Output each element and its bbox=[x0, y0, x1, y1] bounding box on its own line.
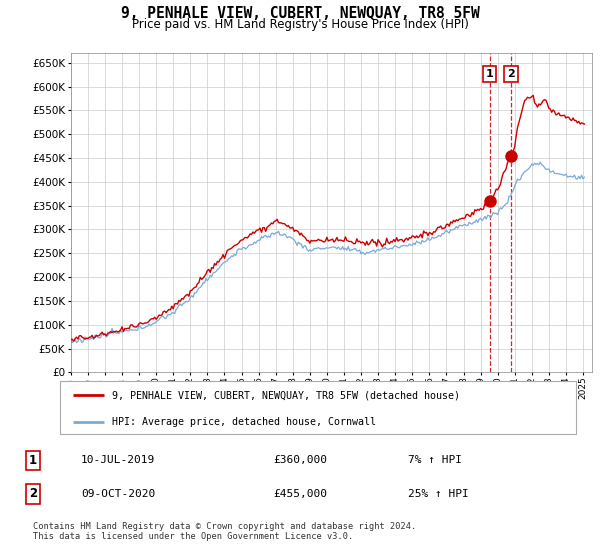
Text: Contains HM Land Registry data © Crown copyright and database right 2024.
This d: Contains HM Land Registry data © Crown c… bbox=[33, 522, 416, 542]
Text: 25% ↑ HPI: 25% ↑ HPI bbox=[408, 489, 469, 499]
Text: 10-JUL-2019: 10-JUL-2019 bbox=[81, 455, 155, 465]
Text: 7% ↑ HPI: 7% ↑ HPI bbox=[408, 455, 462, 465]
Text: 9, PENHALE VIEW, CUBERT, NEWQUAY, TR8 5FW (detached house): 9, PENHALE VIEW, CUBERT, NEWQUAY, TR8 5F… bbox=[112, 390, 460, 400]
Text: £455,000: £455,000 bbox=[273, 489, 327, 499]
Text: 9, PENHALE VIEW, CUBERT, NEWQUAY, TR8 5FW: 9, PENHALE VIEW, CUBERT, NEWQUAY, TR8 5F… bbox=[121, 6, 479, 21]
Text: £360,000: £360,000 bbox=[273, 455, 327, 465]
Text: 2: 2 bbox=[29, 487, 37, 501]
Text: Price paid vs. HM Land Registry's House Price Index (HPI): Price paid vs. HM Land Registry's House … bbox=[131, 18, 469, 31]
FancyBboxPatch shape bbox=[60, 381, 576, 434]
Text: HPI: Average price, detached house, Cornwall: HPI: Average price, detached house, Corn… bbox=[112, 417, 376, 427]
Text: 1: 1 bbox=[29, 454, 37, 467]
Text: 2: 2 bbox=[507, 69, 515, 79]
Text: 1: 1 bbox=[486, 69, 494, 79]
Text: 09-OCT-2020: 09-OCT-2020 bbox=[81, 489, 155, 499]
